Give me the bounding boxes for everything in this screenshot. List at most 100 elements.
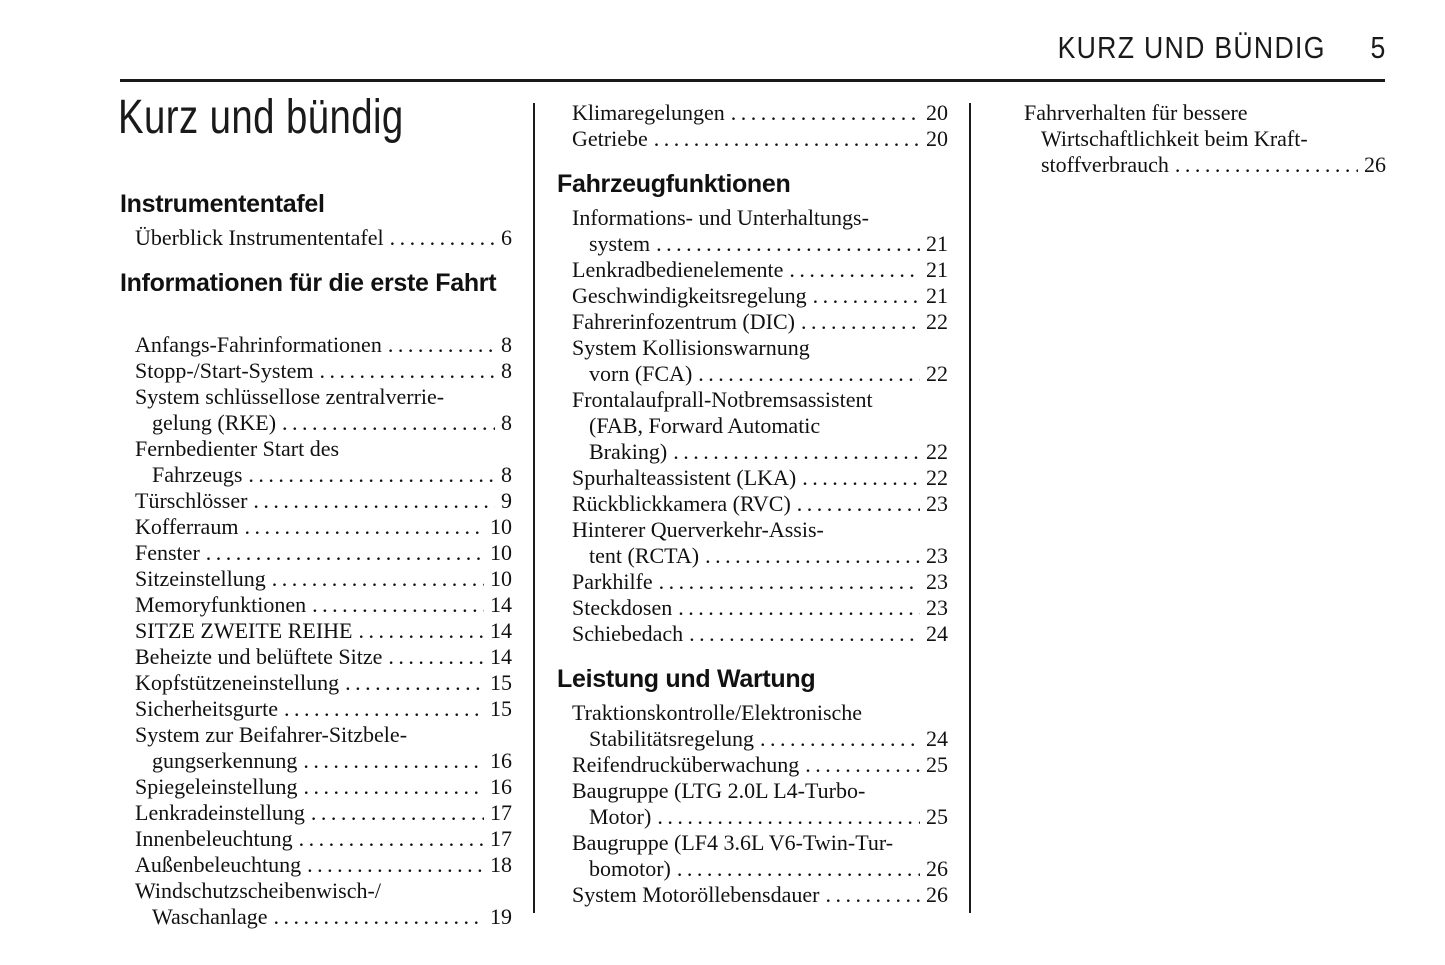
toc-entry-last-line: Fenster 10 <box>120 540 512 566</box>
toc-entry-label: Schiebedach <box>572 621 684 646</box>
toc-entry-last-line: Motor) 25 <box>557 804 948 830</box>
toc-entry[interactable]: Fahrverhalten für bessere Wirtschaftlichk… <box>1009 100 1386 178</box>
toc-entry-last-line: Waschanlage 19 <box>120 904 512 930</box>
toc-entry[interactable]: Spurhalteassistent (LKA) 22 <box>557 465 948 491</box>
toc-entry[interactable]: Windschutzscheibenwisch-/Waschanlage 19 <box>120 878 512 930</box>
dot-leader <box>345 670 484 696</box>
toc-entry-label: Innenbeleuchtung <box>135 826 293 851</box>
toc-entry-last-line: Spiegeleinstellung 16 <box>120 774 512 800</box>
toc-entry[interactable]: Klimaregelungen 20 <box>557 100 948 126</box>
toc-page-number: 23 <box>926 543 948 568</box>
toc-page-number: 16 <box>490 748 512 773</box>
toc-entry-label: Geschwindigkeitsregelung <box>572 283 807 308</box>
toc-entry[interactable]: Baugruppe (LTG 2.0L L4-Turbo-Motor) 25 <box>557 778 948 830</box>
toc-entry[interactable]: Innenbeleuchtung 17 <box>120 826 512 852</box>
toc-entry-label: Überblick Instrumententafel <box>135 225 384 250</box>
toc-entry-last-line: gungserkennung 16 <box>120 748 512 774</box>
toc-entry[interactable]: Rückblickkamera (RVC) 23 <box>557 491 948 517</box>
toc-page-number: 22 <box>926 361 948 386</box>
toc-entry[interactable]: System Motoröllebensdauer 26 <box>557 882 948 908</box>
toc-entry[interactable]: Parkhilfe 23 <box>557 569 948 595</box>
toc-entry[interactable]: Steckdosen 23 <box>557 595 948 621</box>
toc-entry-list: Überblick Instrumententafel 6 <box>120 225 512 251</box>
toc-page-number: 21 <box>926 231 948 256</box>
toc-entry-label: Türschlösser <box>135 488 248 513</box>
toc-entry[interactable]: Getriebe 20 <box>557 126 948 152</box>
toc-entry[interactable]: Baugruppe (LF4 3.6L V6-Twin-Tur-bomotor)… <box>557 830 948 882</box>
toc-entry-line: System Kollisionswarnung <box>572 335 810 360</box>
dot-leader <box>303 748 484 774</box>
toc-entry[interactable]: Kofferraum 10 <box>120 514 512 540</box>
dot-leader <box>805 752 920 778</box>
toc-entry[interactable]: Anfangs-Fahrinformationen 8 <box>120 332 512 358</box>
toc-entry[interactable]: SITZE ZWEITE REIHE 14 <box>120 618 512 644</box>
toc-page-number: 23 <box>926 569 948 594</box>
toc-entry-label: vorn (FCA) <box>589 361 693 386</box>
toc-page-number: 20 <box>926 126 948 151</box>
toc-entry[interactable]: Schiebedach 24 <box>557 621 948 647</box>
toc-entry-last-line: Stabilitätsregelung 24 <box>557 726 948 752</box>
toc-entry[interactable]: Memoryfunktionen 14 <box>120 592 512 618</box>
toc-entry-last-line: Rückblickkamera (RVC) 23 <box>557 491 948 517</box>
toc-entry[interactable]: Reifendrucküberwachung 25 <box>557 752 948 778</box>
toc-entry-last-line: Stopp-/Start-System 8 <box>120 358 512 384</box>
dot-leader <box>678 595 920 621</box>
toc-page-number: 10 <box>490 566 512 591</box>
toc-entry-last-line: system 21 <box>557 231 948 257</box>
toc-entry-label: Rückblickkamera (RVC) <box>572 491 791 516</box>
toc-entry[interactable]: System zur Beifahrer-Sitzbele-gungserken… <box>120 722 512 774</box>
toc-entry[interactable]: Sitzeinstellung 10 <box>120 566 512 592</box>
toc-entry[interactable]: System schlüssellose zentralverrie-gelun… <box>120 384 512 436</box>
toc-entry[interactable]: Beheizte und belüftete Sitze 14 <box>120 644 512 670</box>
toc-column-2: Klimaregelungen 20 Getriebe 20 Fahrzeugfunkt… <box>557 100 948 908</box>
toc-entry[interactable]: Hinterer Querverkehr-Assis-tent (RCTA) 23 <box>557 517 948 569</box>
toc-entry-last-line: Fahrzeugs 8 <box>120 462 512 488</box>
toc-entry[interactable]: Stopp-/Start-System 8 <box>120 358 512 384</box>
toc-entry-line: Fernbedienter Start des <box>135 436 340 461</box>
toc-entry-line: System schlüssellose zentralverrie- <box>135 384 445 409</box>
toc-entry-last-line: Türschlösser 9 <box>120 488 512 514</box>
toc-entry[interactable]: Lenkradbedienelemente 21 <box>557 257 948 283</box>
dot-leader <box>272 566 484 592</box>
toc-page-number: 15 <box>490 670 512 695</box>
toc-entry[interactable]: Spiegeleinstellung 16 <box>120 774 512 800</box>
toc-entry-last-line: Spurhalteassistent (LKA) 22 <box>557 465 948 491</box>
toc-page-number: 24 <box>926 621 948 646</box>
dot-leader <box>659 569 920 595</box>
toc-entry[interactable]: Traktionskontrolle/Elektronische Stabilit… <box>557 700 948 752</box>
toc-entry[interactable]: Fenster 10 <box>120 540 512 566</box>
toc-entry[interactable]: Geschwindigkeitsregelung 21 <box>557 283 948 309</box>
dot-leader <box>312 592 484 618</box>
toc-entry[interactable]: Informations- und Unterhaltungs-system 21 <box>557 205 948 257</box>
toc-entry-label: system <box>589 231 651 256</box>
toc-entry-label: gelung (RKE) <box>152 410 277 435</box>
dot-leader <box>789 257 920 283</box>
toc-page-number: 8 <box>501 462 512 487</box>
toc-entry[interactable]: Außenbeleuchtung 18 <box>120 852 512 878</box>
toc-entry-label: Kofferraum <box>135 514 239 539</box>
toc-entry[interactable]: Kopfstützeneinstellung 15 <box>120 670 512 696</box>
dot-leader <box>390 225 495 251</box>
toc-entry[interactable]: Türschlösser 9 <box>120 488 512 514</box>
toc-entry-list: Traktionskontrolle/Elektronische Stabilit… <box>557 700 948 908</box>
toc-entry[interactable]: Frontalaufprall-Notbremsassistent (FAB, F… <box>557 387 948 465</box>
dot-leader <box>802 465 920 491</box>
toc-entry-last-line: Geschwindigkeitsregelung 21 <box>557 283 948 309</box>
toc-entry-last-line: SITZE ZWEITE REIHE 14 <box>120 618 512 644</box>
toc-entry[interactable]: Überblick Instrumententafel 6 <box>120 225 512 251</box>
dot-leader <box>689 621 920 647</box>
section-heading: Informationen für die erste Fahrt <box>120 269 497 297</box>
toc-entry-label: Reifendrucküberwachung <box>572 752 800 777</box>
toc-entry[interactable]: Fahrerinfozentrum (DIC) 22 <box>557 309 948 335</box>
toc-entry-last-line: Beheizte und belüftete Sitze 14 <box>120 644 512 670</box>
toc-page-number: 16 <box>490 774 512 799</box>
toc-entry[interactable]: Lenkradeinstellung 17 <box>120 800 512 826</box>
toc-entry-line: Baugruppe (LTG 2.0L L4-Turbo- <box>572 778 866 803</box>
toc-page-number: 22 <box>926 439 948 464</box>
toc-entry-label: Sitzeinstellung <box>135 566 266 591</box>
toc-entry[interactable]: Sicherheitsgurte 15 <box>120 696 512 722</box>
dot-leader <box>274 904 485 930</box>
